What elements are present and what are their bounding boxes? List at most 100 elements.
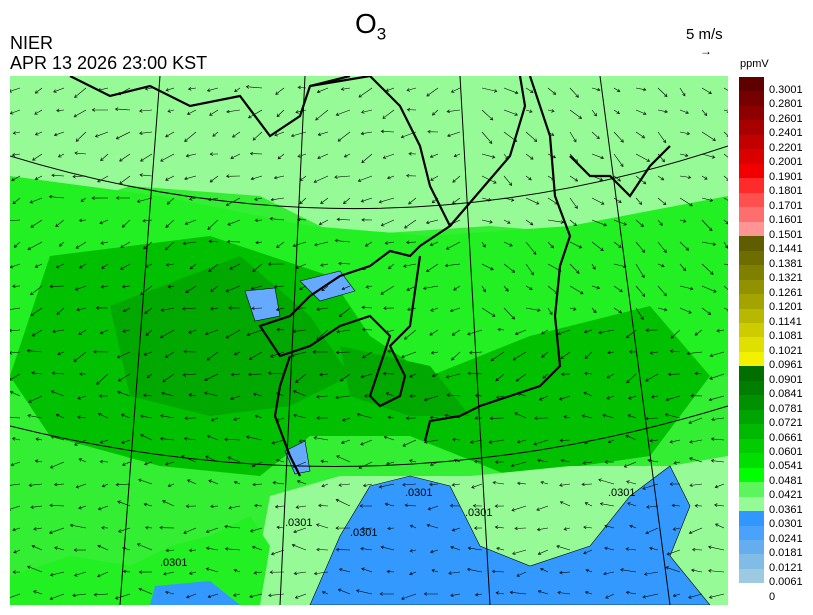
wind-arrow: [187, 87, 197, 91]
wind-arrow: [406, 107, 417, 112]
wind-arrow: [645, 328, 659, 332]
wind-arrow: [320, 197, 329, 204]
wind-arrow: [10, 593, 21, 598]
wind-arrow: [51, 173, 65, 178]
wind-arrow: [603, 571, 615, 576]
wind-arrow: [10, 328, 21, 333]
wind-arrow: [299, 285, 307, 290]
wind-arrow: [406, 87, 417, 92]
wind-arrow: [469, 439, 483, 444]
wind-arrow: [115, 196, 131, 200]
wind-arrow: [121, 284, 131, 289]
wind-arrow: [537, 458, 549, 463]
wind-arrow: [316, 547, 329, 552]
wind-arrow: [293, 527, 307, 534]
wind-arrow: [34, 175, 43, 180]
wind-arrow: [503, 109, 518, 116]
wind-arrow: [299, 175, 307, 182]
legend-swatch: [739, 163, 764, 179]
wind-arrow: [625, 547, 637, 551]
wind-arrow: [453, 153, 461, 158]
wind-arrow: [692, 547, 703, 552]
wind-arrow: [604, 546, 615, 551]
wind-arrow: [143, 393, 153, 398]
wind-arrow: [76, 307, 87, 312]
wind-arrow: [316, 416, 329, 420]
wind-arrow: [723, 109, 728, 113]
wind-arrow: [114, 593, 131, 600]
wind-arrow: [362, 351, 373, 359]
wind-arrow: [91, 108, 109, 112]
wind-arrow: [101, 483, 109, 488]
wind-arrow: [96, 373, 109, 385]
wind-arrow: [430, 350, 439, 355]
wind-arrow: [360, 131, 373, 136]
wind-arrow: [28, 395, 43, 403]
wind-arrow: [536, 505, 549, 511]
wind-arrow: [446, 241, 461, 250]
wind-arrow: [557, 329, 571, 336]
wind-arrow: [69, 523, 87, 529]
wind-arrow: [10, 219, 21, 221]
wind-arrow: [340, 373, 351, 382]
wind-arrow: [657, 153, 665, 163]
wind-arrow: [525, 131, 538, 142]
wind-arrow: [584, 351, 593, 359]
wind-arrow: [233, 417, 241, 421]
wind-arrow: [701, 109, 708, 117]
wind-arrow: [560, 458, 571, 463]
wind-arrow: [101, 526, 109, 530]
contour-label: .0301: [405, 487, 433, 499]
wind-arrow: [382, 371, 395, 376]
wind-arrow: [533, 439, 549, 446]
wind-arrow: [53, 482, 65, 487]
legend-label: 0.1261: [769, 286, 803, 299]
wind-arrow: [184, 219, 197, 225]
legend-label: 0.0721: [769, 417, 803, 430]
wind-arrow: [628, 350, 637, 354]
wind-arrow: [669, 349, 681, 353]
wind-arrow: [224, 524, 241, 529]
wind-arrow: [32, 153, 43, 161]
wind-arrow: [360, 526, 373, 531]
wind-arrow: [335, 547, 351, 552]
wind-arrow: [228, 306, 241, 310]
wind-arrow: [343, 197, 351, 204]
legend-label: 0.0661: [769, 431, 803, 444]
wind-arrow: [606, 395, 615, 400]
legend-label: 0.1321: [769, 272, 803, 285]
legend-swatch: [739, 149, 764, 164]
wind-arrow: [185, 285, 197, 294]
wind-arrow: [490, 351, 505, 362]
wind-arrow: [503, 87, 519, 95]
wind-arrow: [591, 87, 601, 92]
wind-arrow: [452, 197, 461, 204]
wind-arrow: [569, 263, 580, 274]
wind-arrow: [292, 390, 307, 397]
wind-arrow: [625, 434, 637, 441]
wind-arrow: [74, 151, 87, 155]
wind-arrow: [226, 239, 241, 244]
wind-arrow: [144, 307, 153, 314]
wind-arrow: [228, 505, 241, 510]
wind-arrow: [409, 394, 417, 398]
wind-arrow: [643, 571, 659, 576]
wind-arrow: [380, 545, 395, 551]
wind-arrow: [423, 395, 439, 402]
wind-arrow: [701, 219, 713, 232]
wind-arrow: [665, 395, 681, 402]
wind-arrow: [605, 593, 615, 599]
wind-arrow: [503, 197, 515, 202]
wind-arrow: [291, 543, 307, 551]
wind-arrow: [342, 417, 351, 422]
legend-label: 0.1601: [769, 214, 803, 227]
wind-arrow: [55, 219, 65, 227]
wind-arrow: [604, 524, 615, 529]
wind-arrow: [607, 439, 615, 444]
wind-arrow: [467, 371, 483, 376]
wind-arrow: [59, 241, 65, 247]
wind-arrow: [723, 263, 728, 266]
wind-arrow: [119, 153, 131, 162]
wind-arrow: [99, 439, 109, 444]
wind-arrow: [679, 109, 689, 114]
